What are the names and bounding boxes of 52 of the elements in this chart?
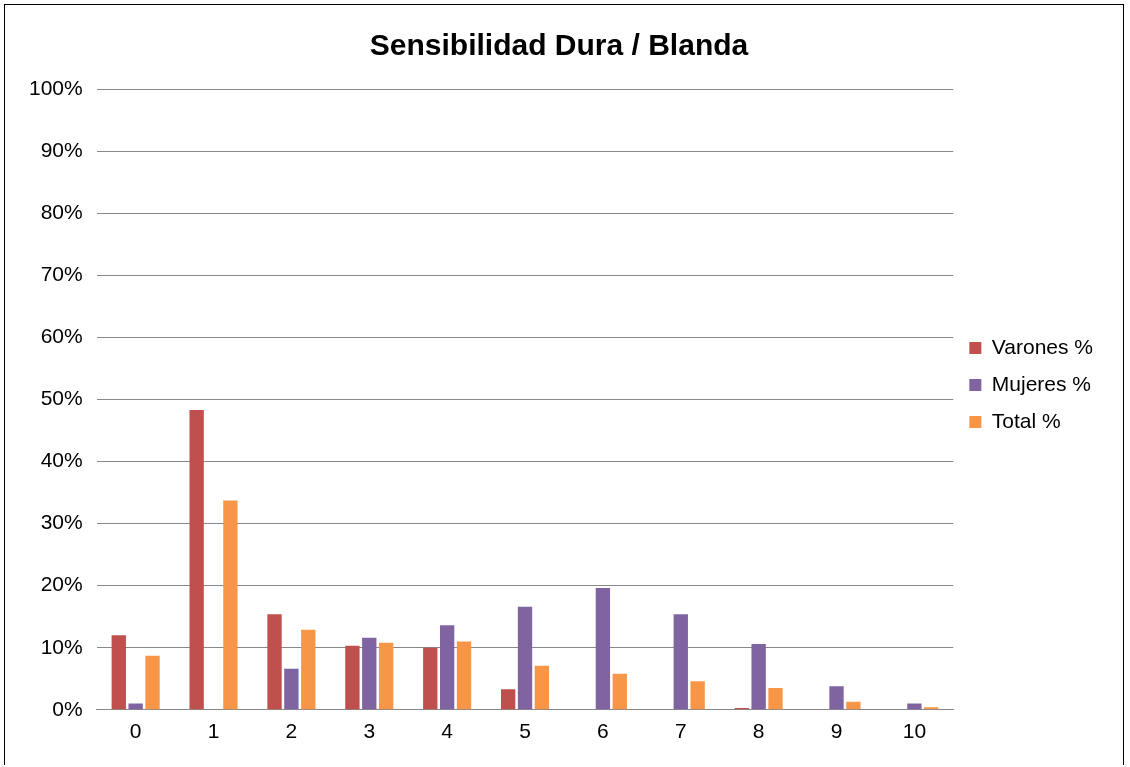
bar xyxy=(690,681,705,710)
x-tick-label: 1 xyxy=(207,719,220,743)
x-tick-label: 7 xyxy=(674,719,687,743)
bar xyxy=(456,641,472,710)
bar xyxy=(284,668,299,710)
bar xyxy=(907,703,922,710)
y-tick-label: 40% xyxy=(40,448,83,472)
legend-label: Varones % xyxy=(991,334,1094,358)
bar xyxy=(345,645,360,710)
y-tick-label: 20% xyxy=(40,572,83,596)
bar xyxy=(128,703,143,710)
bar xyxy=(423,647,438,710)
x-tick-label: 10 xyxy=(902,719,927,743)
bar xyxy=(362,637,377,710)
x-tick-label: 3 xyxy=(363,719,376,743)
x-tick-label: 0 xyxy=(129,719,142,743)
x-tick-label: 8 xyxy=(752,719,765,743)
bar xyxy=(145,655,160,710)
bar xyxy=(223,500,238,710)
x-tick-label: 5 xyxy=(519,719,531,743)
x-tick-label: 4 xyxy=(441,719,454,743)
y-tick-label: 0% xyxy=(52,696,83,720)
bar xyxy=(768,688,783,710)
bar xyxy=(612,673,627,710)
y-tick-label: 50% xyxy=(40,386,83,410)
x-tick-label: 2 xyxy=(285,719,298,743)
y-tick-label: 80% xyxy=(40,199,83,223)
bar xyxy=(751,644,766,710)
y-tick-label: 70% xyxy=(40,262,83,286)
bar xyxy=(378,642,394,710)
bar xyxy=(267,614,282,710)
bar xyxy=(500,689,516,710)
y-tick-label: 90% xyxy=(40,137,83,161)
y-tick-label: 30% xyxy=(40,510,83,534)
bar xyxy=(829,686,844,710)
bar xyxy=(673,614,688,710)
y-tick-label: 100% xyxy=(28,75,83,99)
y-tick-label: 10% xyxy=(40,634,83,658)
chart-title: Sensibilidad Dura / Blanda xyxy=(369,28,749,62)
legend-label: Mujeres % xyxy=(991,371,1092,395)
y-tick-label: 60% xyxy=(40,324,83,348)
bar xyxy=(111,635,126,710)
bar xyxy=(517,606,533,710)
x-tick-label: 9 xyxy=(830,719,843,743)
bar xyxy=(439,625,455,710)
bar xyxy=(534,665,550,710)
bar xyxy=(189,409,204,710)
bar xyxy=(595,588,611,710)
legend-label: Total % xyxy=(991,408,1061,432)
bar xyxy=(846,701,861,710)
x-tick-label: 6 xyxy=(597,719,609,743)
bar xyxy=(301,629,316,710)
